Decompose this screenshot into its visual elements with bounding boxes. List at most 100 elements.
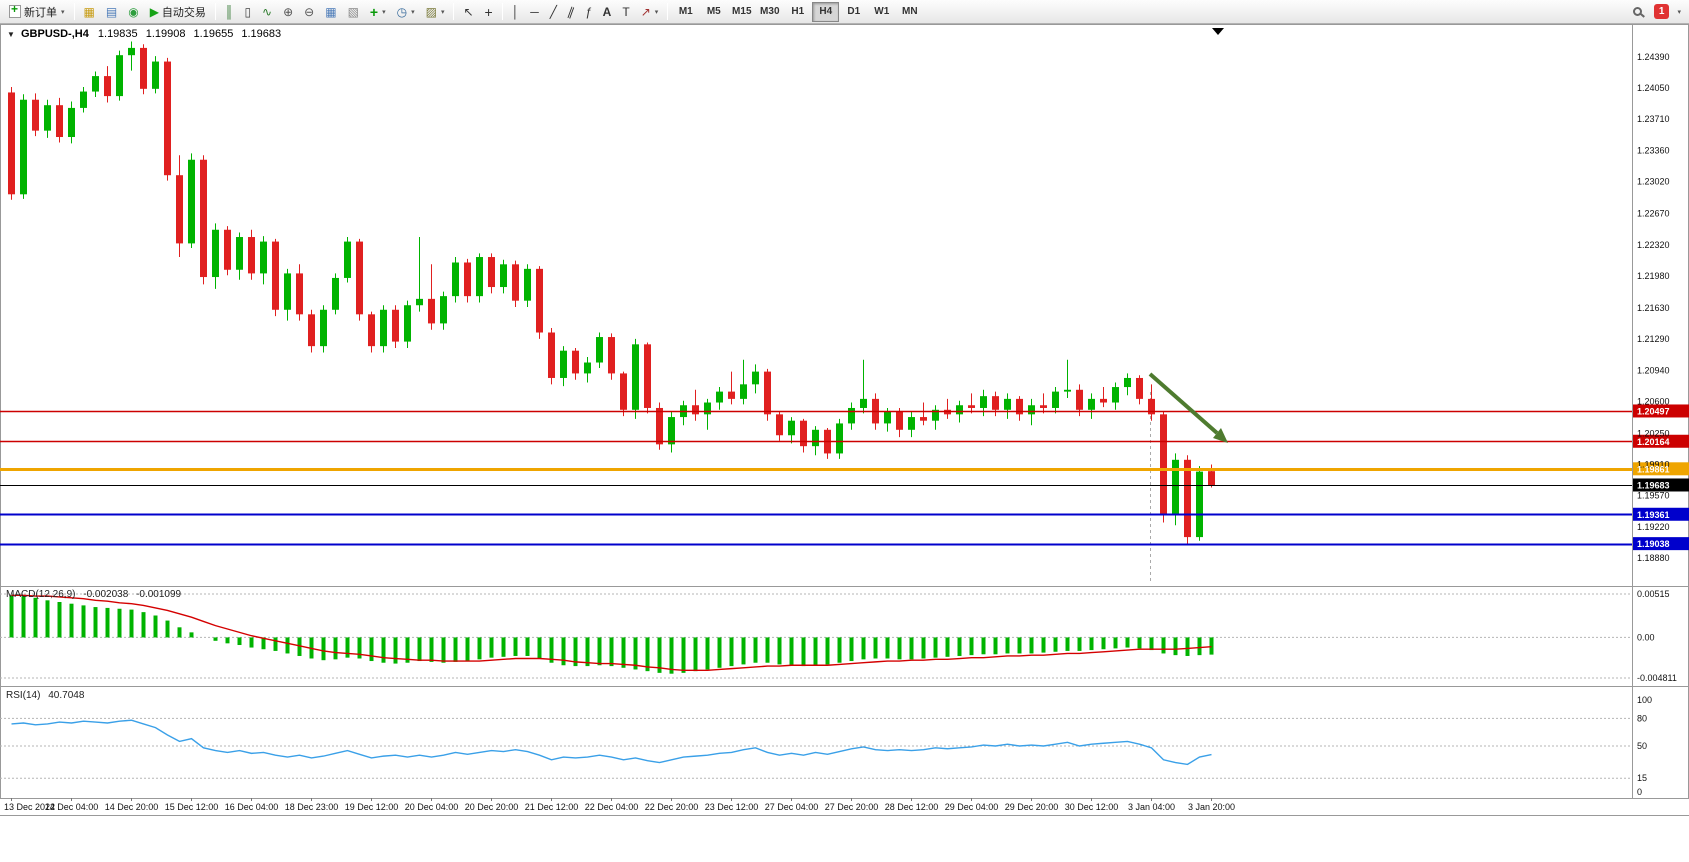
navigator-button[interactable]: ◉ xyxy=(123,2,143,22)
template-icon: ▨ xyxy=(425,4,437,19)
price-axis[interactable] xyxy=(1633,404,1689,551)
chart-candles-button[interactable]: ▯ xyxy=(239,2,256,22)
symbol-name: GBPUSD-,H4 xyxy=(20,28,89,40)
add-indicator-icon: + xyxy=(369,3,379,20)
timeframe-button-mn[interactable]: MN xyxy=(896,2,923,22)
rsi-value: 40.7048 xyxy=(48,690,85,701)
candlestick-icon: ▯ xyxy=(244,4,252,19)
vertical-line-button[interactable]: │ xyxy=(507,2,525,22)
cascade-windows-icon: ▧ xyxy=(347,4,359,19)
time-tick: 15 Dec 12:00 xyxy=(165,802,219,812)
ohlc-high: 1.19908 xyxy=(145,28,186,40)
chevron-down-icon: ▾ xyxy=(411,8,415,16)
zoom-out-button[interactable]: ⊖ xyxy=(299,2,319,22)
time-tick: 3 Jan 04:00 xyxy=(1128,802,1175,812)
autotrade-button[interactable]: ▶ 自动交易 xyxy=(145,2,211,22)
timeframe-button-h1[interactable]: H1 xyxy=(784,2,811,22)
search-button[interactable] xyxy=(1628,2,1651,22)
cursor-icon: ↖ xyxy=(463,4,474,19)
time-tick: 22 Dec 04:00 xyxy=(585,802,639,812)
chart-line-button[interactable]: ∿ xyxy=(257,2,277,22)
time-tick: 27 Dec 04:00 xyxy=(765,802,819,812)
timeframe-button-d1[interactable]: D1 xyxy=(840,2,867,22)
channel-button[interactable]: ∥ xyxy=(563,2,579,22)
price-tick: 1.18880 xyxy=(1637,553,1670,563)
new-order-button[interactable]: 新订单 ▾ xyxy=(4,2,70,22)
text-button[interactable]: A xyxy=(598,2,617,22)
price-tick: 1.19910 xyxy=(1637,459,1670,469)
notification-badge[interactable]: 1 xyxy=(1653,4,1670,19)
cursor-button[interactable]: ↖ xyxy=(458,2,478,22)
toolbar-separator xyxy=(214,3,216,20)
macd-value: -0.002038 xyxy=(83,589,129,600)
price-tick: 1.20940 xyxy=(1637,366,1670,376)
tile-windows-icon: ▦ xyxy=(325,4,337,19)
time-tick: 29 Dec 20:00 xyxy=(1005,802,1059,812)
timeframe-button-m1[interactable]: M1 xyxy=(672,2,699,22)
trend-arrow[interactable] xyxy=(1148,372,1219,435)
arrow-tool-icon: ↗ xyxy=(640,4,651,19)
macd-label: MACD(12,26,9) -0.002038 -0.001099 xyxy=(6,589,186,600)
timeframe-button-m30[interactable]: M30 xyxy=(756,2,783,22)
line-chart-icon: ∿ xyxy=(262,4,273,19)
trendline-button[interactable]: ╱ xyxy=(545,2,562,22)
tile-windows-button[interactable]: ▦ xyxy=(320,2,341,22)
time-tick: 29 Dec 04:00 xyxy=(945,802,999,812)
price-tick: 1.21290 xyxy=(1637,334,1670,344)
price-tick: 1.23710 xyxy=(1637,114,1670,124)
navigator-icon: ◉ xyxy=(128,4,139,19)
horizontal-levels-layer[interactable] xyxy=(0,410,1632,546)
timeframe-button-h4[interactable]: H4 xyxy=(812,1,840,22)
periods-button[interactable]: ◷ ▾ xyxy=(392,2,420,22)
chart-bars-button[interactable]: ║ xyxy=(220,2,239,22)
rsi-scale-label: 15 xyxy=(1637,773,1647,783)
timeframe-button-m15[interactable]: M15 xyxy=(728,2,755,22)
price-box-label: 1.19683 xyxy=(1637,480,1670,490)
time-tick: 27 Dec 20:00 xyxy=(825,802,879,812)
price-tick: 1.20600 xyxy=(1637,397,1670,407)
macd-scale-label: 0.00 xyxy=(1637,632,1655,642)
main-toolbar: 新订单 ▾ ▦ ▤ ◉ ▶ 自动交易 ║ ▯ ∿ ⊕ ⊖ ▦ ▧ +▾ ◷▾ ▨… xyxy=(0,0,1689,24)
price-tick: 1.20250 xyxy=(1637,428,1670,438)
price-box-label: 1.20164 xyxy=(1637,437,1670,447)
crosshair-icon: + xyxy=(484,3,493,20)
horizontal-line-icon: ─ xyxy=(530,4,539,19)
data-window-button[interactable]: ▤ xyxy=(101,2,122,22)
price-tick: 1.23360 xyxy=(1637,146,1670,156)
toolbar-overflow-icon[interactable]: ▾ xyxy=(1677,8,1681,16)
price-tick: 1.21980 xyxy=(1637,271,1670,281)
toolbar-separator xyxy=(73,3,75,20)
text-label-button[interactable]: T xyxy=(617,2,634,22)
time-axis[interactable] xyxy=(11,798,1212,801)
macd-scale-label: 0.00515 xyxy=(1637,589,1670,599)
time-tick: 20 Dec 04:00 xyxy=(405,802,459,812)
chart-shift-marker[interactable] xyxy=(1212,28,1224,35)
add-indicator-button[interactable]: + ▾ xyxy=(365,2,391,22)
text-label-icon: T xyxy=(622,4,630,19)
price-tick: 1.19220 xyxy=(1637,522,1670,532)
price-tick: 1.24390 xyxy=(1637,52,1670,62)
rsi-name: RSI(14) xyxy=(6,690,41,701)
timeframe-button-m5[interactable]: M5 xyxy=(700,2,727,22)
horizontal-line-button[interactable]: ─ xyxy=(525,2,544,22)
arrows-button[interactable]: ↗ ▾ xyxy=(636,2,664,22)
timeframe-button-w1[interactable]: W1 xyxy=(868,2,895,22)
fibonacci-button[interactable]: ƒ xyxy=(580,2,597,22)
time-tick: 18 Dec 23:00 xyxy=(285,802,339,812)
chevron-down-icon: ▾ xyxy=(61,8,65,16)
bar-chart-icon: ║ xyxy=(224,4,234,19)
zoom-in-button[interactable]: ⊕ xyxy=(278,2,298,22)
ohlc-close: 1.19683 xyxy=(241,28,282,40)
fibonacci-icon: ƒ xyxy=(584,4,592,19)
arrange-windows-button[interactable]: ▧ xyxy=(343,2,364,22)
price-tick: 1.23020 xyxy=(1637,177,1670,187)
toolbar-separator xyxy=(667,3,669,20)
crosshair-button[interactable]: + xyxy=(480,2,498,22)
toolbar-separator xyxy=(453,3,455,20)
macd-layer xyxy=(9,594,1214,674)
data-window-icon: ▤ xyxy=(105,4,118,19)
symbol-menu-icon[interactable]: ▼ xyxy=(7,30,15,39)
templates-button[interactable]: ▨ ▾ xyxy=(421,2,450,22)
market-watch-button[interactable]: ▦ xyxy=(79,2,100,22)
